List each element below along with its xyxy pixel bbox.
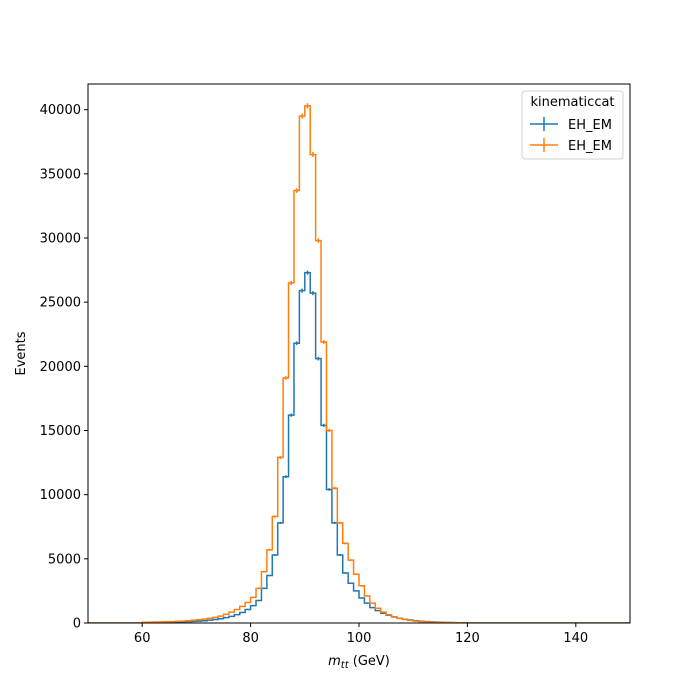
series-layer [88,103,630,623]
series-1-step [88,271,630,623]
plot-frame [87,83,631,624]
legend-title: kinematiccat [530,95,614,110]
legend-label: EH_EM [568,118,612,133]
x-tick-label: 120 [455,631,480,646]
y-axis-ticks: 0 5000 10000 15000 20000 25000 30000 35000 40000 [40,103,88,632]
y-axis-label: Events [14,331,29,375]
y-tick-label: 40000 [40,103,81,118]
x-axis-label: mtt (GeV) [328,654,390,671]
y-tick-label: 0 [73,617,81,632]
y-tick-label: 35000 [40,167,81,182]
y-tick-label: 20000 [40,360,81,375]
legend-box [521,90,624,160]
series-2-step [88,105,630,623]
y-tick-label: 5000 [48,552,81,567]
y-tick-label: 25000 [40,296,81,311]
x-axis-label-subscript: tt [341,660,350,671]
y-tick-label: 15000 [40,424,81,439]
y-tick-label: 10000 [40,488,81,503]
x-axis-ticks: 60 80 100 120 140 [134,623,588,646]
legend-entries: EH_EM EH_EM [530,117,612,154]
legend: kinematiccat EH_EM EH_EM [521,90,624,160]
x-tick-label: 100 [347,631,372,646]
series-2 [88,103,630,623]
x-tick-label: 140 [563,631,588,646]
legend-label: EH_EM [568,139,612,154]
legend-entry-2: EH_EM [530,138,612,154]
x-tick-label: 80 [242,631,259,646]
y-tick-label: 30000 [40,232,81,247]
series-1 [88,270,630,623]
x-axis-label-symbol: m [328,654,341,669]
x-axis-label-unit: (GeV) [349,654,390,669]
x-tick-label: 60 [134,631,151,646]
legend-entry-1: EH_EM [530,117,612,133]
